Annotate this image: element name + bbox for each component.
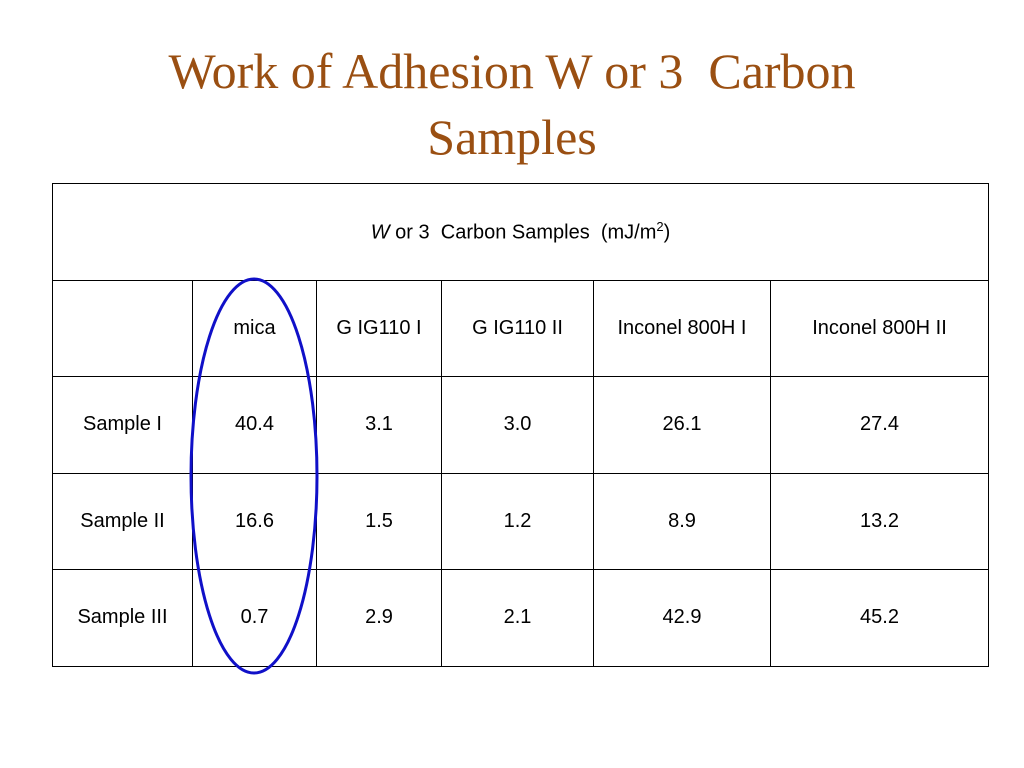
column-header: Inconel 800H II — [770, 279, 989, 377]
value-cell: 0.7 — [192, 569, 317, 667]
caption-italic: W — [370, 221, 390, 244]
row-label: Sample II — [52, 472, 193, 570]
caption-cell: W or 3 Carbon Samples (mJ/m2) — [52, 183, 989, 281]
value-cell: 3.0 — [441, 376, 594, 474]
value-cell: 45.2 — [770, 569, 989, 667]
caption-superscript: 2 — [656, 218, 664, 234]
value-cell: 1.2 — [441, 472, 594, 570]
caption-text: ) — [663, 221, 671, 244]
caption-text: or 3 Carbon Samples (mJ/m — [395, 221, 657, 244]
value-cell: 2.9 — [316, 569, 442, 667]
row-label: Sample I — [52, 376, 193, 474]
value-cell: 16.6 — [192, 472, 317, 570]
value-cell: 3.1 — [316, 376, 442, 474]
data-row: Sample III 0.7 2.9 2.1 42.9 45.2 — [52, 569, 989, 667]
value-cell: 1.5 — [316, 472, 442, 570]
column-header: G IG110 II — [441, 279, 594, 377]
data-row: Sample II 16.6 1.5 1.2 8.9 13.2 — [52, 472, 989, 570]
column-header: mica — [192, 279, 317, 377]
data-table: W or 3 Carbon Samples (mJ/m2) mica G IG11… — [52, 183, 989, 667]
value-cell: 8.9 — [593, 472, 771, 570]
column-header: Inconel 800H I — [593, 279, 771, 377]
value-cell: 42.9 — [593, 569, 771, 667]
corner-cell — [52, 279, 193, 377]
value-cell: 2.1 — [441, 569, 594, 667]
column-header: G IG110 I — [316, 279, 442, 377]
slide-title: Work of Adhesion W or 3 Carbon Samples — [168, 43, 869, 165]
data-row: Sample I 40.4 3.1 3.0 26.1 27.4 — [52, 376, 989, 474]
value-cell: 40.4 — [192, 376, 317, 474]
value-cell: 27.4 — [770, 376, 989, 474]
caption-row: W or 3 Carbon Samples (mJ/m2) — [52, 183, 989, 281]
value-cell: 13.2 — [770, 472, 989, 570]
value-cell: 26.1 — [593, 376, 771, 474]
row-label: Sample III — [52, 569, 193, 667]
